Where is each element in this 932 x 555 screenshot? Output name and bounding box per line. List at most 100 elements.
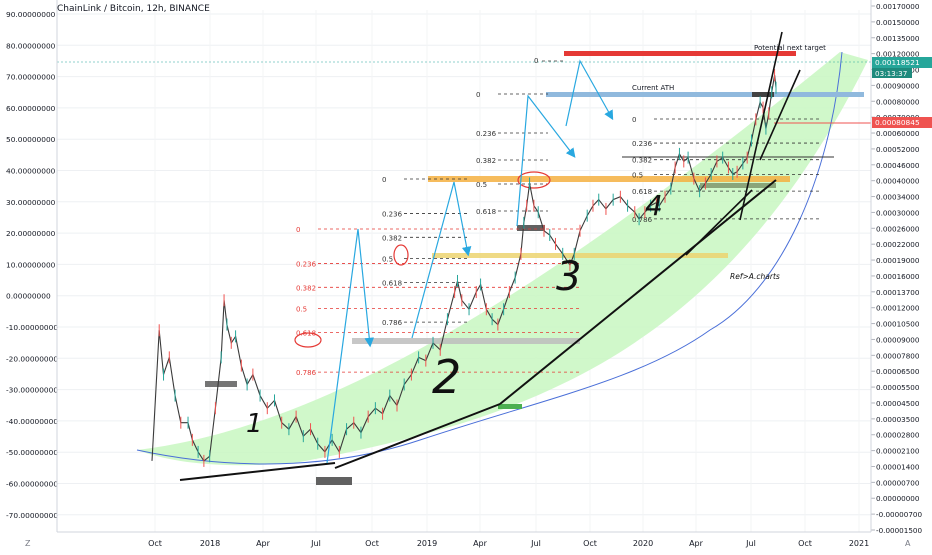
left-tick-label: -40.00000000 [6, 417, 58, 426]
right-tick-label: 0.00052000 [876, 145, 920, 154]
right-tick-label: 0.00019000 [876, 256, 920, 265]
right-tick-label: 0.00040000 [876, 177, 920, 186]
left-tick-label: 70.00000000 [6, 73, 56, 82]
x-tick-label: Apr [256, 539, 271, 548]
x-tick-label: Jul [530, 539, 541, 548]
ath-band [546, 92, 864, 97]
right-tick-label: 0.00002100 [876, 447, 920, 456]
fib-label: 0.382 [382, 234, 402, 242]
fib-label: 0.786 [296, 369, 317, 377]
left-tick-label: 10.00000000 [6, 260, 56, 269]
ath-price-badge [872, 117, 932, 128]
x-tick-label: 2019 [417, 539, 437, 548]
trend-line [739, 31, 783, 221]
x-tick-label: Apr [689, 539, 704, 548]
right-tick-label: 0.00016000 [876, 272, 920, 281]
highlight-circle [393, 244, 409, 266]
projection-arrow [516, 94, 576, 227]
left-tick-label: 50.00000000 [6, 135, 56, 144]
auto-scale-label: A [905, 539, 911, 548]
x-tick-label: 2021 [849, 539, 869, 548]
fib-label: 0.382 [296, 284, 316, 292]
dark-marker [752, 92, 774, 97]
right-tick-label: 0.00135000 [876, 34, 920, 43]
fib-label: 0 [476, 91, 480, 99]
right-tick-label: 0.00030000 [876, 208, 920, 217]
ath-price-text: 0.00080845 [875, 118, 920, 127]
countdown-text: 03:13:37 [875, 69, 907, 78]
left-tick-label: -30.00000000 [6, 386, 58, 395]
fib-label: 0.786 [632, 216, 653, 224]
left-tick-label: -60.00000000 [6, 480, 58, 489]
right-tick-label: 0.00005500 [876, 383, 920, 392]
fib-label: 0.382 [632, 157, 652, 165]
fib-label: 0.786 [382, 319, 403, 327]
fib-label: 0.236 [476, 130, 497, 138]
x-tick-label: Jul [310, 539, 321, 548]
fib-label: 0 [534, 57, 538, 65]
x-tick-label: Oct [583, 539, 597, 548]
left-tick-label: -10.00000000 [6, 323, 58, 332]
projection-arrow [411, 181, 472, 339]
right-tick-label: 0.00006500 [876, 367, 920, 376]
axes: 90.00000000 80.00000000 70.00000000 60.0000… [6, 0, 932, 548]
right-tick-label: 0.00007800 [876, 351, 920, 360]
right-tick-label: 0.00002800 [876, 431, 920, 440]
right-tick-label: 0.00000000 [876, 494, 920, 503]
x-tick-label: 2018 [200, 539, 220, 548]
current-price-text: 0.00118521 [875, 58, 920, 67]
handwritten-cycle-numbers: 1 2 3 4 Ref>A.charts [246, 189, 780, 439]
fib-label: 0.382 [476, 157, 496, 165]
right-tick-label: 0.00026000 [876, 224, 920, 233]
fib-levels: 0 0.236 0.382 0.5 0.618 0.786 0 0.236 0.382 0.5 0.… [294, 57, 820, 377]
left-tick-label: 80.00000000 [6, 41, 56, 50]
fib-label: 0 [296, 226, 300, 234]
projection-arrow [565, 59, 614, 127]
right-tick-label: 0.00010500 [876, 320, 920, 329]
left-tick-label: 40.00000000 [6, 167, 56, 176]
left-tick-label: -70.00000000 [6, 511, 58, 520]
current-price-badge [872, 57, 932, 68]
right-tick-label: 0.00080000 [876, 97, 920, 106]
right-tick-label: 0.00012000 [876, 304, 920, 313]
right-tick-label: 0.00060000 [876, 129, 920, 138]
right-tick-label: 0.00013700 [876, 288, 920, 297]
x-tick-label: 2020 [633, 539, 653, 548]
target-label: Potential next target [754, 44, 826, 52]
countdown-badge [872, 68, 912, 78]
x-tick-label: Oct [365, 539, 379, 548]
left-tick-label: -20.00000000 [6, 354, 58, 363]
left-tick-label: 60.00000000 [6, 104, 56, 113]
trend-line [499, 179, 777, 405]
grey-marker [517, 225, 545, 231]
fib-label: 0 [632, 116, 636, 124]
fib-label: 0 [382, 176, 386, 184]
chart-title: ChainLink / Bitcoin, 12h, BINANCE [57, 4, 210, 14]
x-tick-label: Jul [745, 539, 756, 548]
trend-line [334, 403, 501, 469]
fib-label: 0.618 [476, 208, 496, 216]
left-tick-label: 90.00000000 [6, 10, 56, 19]
trend-line [759, 69, 801, 161]
right-tick-label: 0.00034000 [876, 193, 920, 202]
yellow-band [432, 253, 728, 258]
horizontal-bands: Potential next target Current ATH [57, 44, 871, 485]
highlight-circle [517, 171, 551, 189]
projection-arrow [326, 228, 375, 464]
right-tick-label: 0.00003500 [876, 415, 920, 424]
trend-line [179, 462, 336, 481]
grey-marker [316, 477, 352, 485]
right-tick-label: 0.00046000 [876, 161, 920, 170]
highlight-circle [294, 332, 322, 348]
fib-label: 0.618 [382, 279, 402, 287]
fib-label: 0.236 [296, 260, 317, 268]
right-tick-label: 0.00009000 [876, 335, 920, 344]
left-tick-label: 20.00000000 [6, 229, 56, 238]
right-tick-label: 0.00090000 [876, 81, 920, 90]
right-tick-label: 0.00120000 [876, 50, 920, 59]
right-tick-label: 0.00170000 [876, 2, 920, 11]
left-tick-label: 30.00000000 [6, 198, 56, 207]
x-tick-label: Oct [148, 539, 162, 548]
